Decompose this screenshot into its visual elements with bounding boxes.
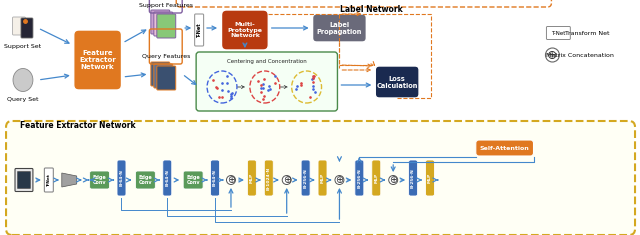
- Text: Edge
Conv: Edge Conv: [186, 175, 200, 185]
- FancyBboxPatch shape: [547, 27, 570, 39]
- FancyBboxPatch shape: [221, 10, 268, 50]
- FancyBboxPatch shape: [476, 140, 534, 156]
- FancyBboxPatch shape: [15, 168, 33, 192]
- Polygon shape: [62, 173, 77, 187]
- Circle shape: [545, 48, 559, 62]
- FancyBboxPatch shape: [408, 160, 417, 196]
- Text: ⊕: ⊕: [547, 48, 557, 62]
- FancyBboxPatch shape: [154, 12, 173, 36]
- Text: Edge
Conv: Edge Conv: [138, 175, 152, 185]
- Text: MLP: MLP: [428, 173, 432, 183]
- FancyBboxPatch shape: [157, 66, 176, 90]
- FancyBboxPatch shape: [163, 160, 172, 196]
- Text: ⊕: ⊕: [283, 175, 291, 185]
- Text: T-Net: T-Net: [196, 23, 202, 37]
- FancyBboxPatch shape: [248, 160, 257, 196]
- Text: Feature Extractor Network: Feature Extractor Network: [20, 121, 136, 130]
- FancyBboxPatch shape: [6, 121, 635, 235]
- FancyBboxPatch shape: [17, 172, 31, 188]
- Circle shape: [335, 176, 344, 184]
- Text: MLP: MLP: [321, 173, 324, 183]
- FancyBboxPatch shape: [301, 160, 310, 196]
- Text: Support Features: Support Features: [140, 3, 193, 8]
- FancyBboxPatch shape: [355, 160, 364, 196]
- Text: Multi-
Prototype
Network: Multi- Prototype Network: [227, 22, 262, 38]
- Text: Label
Propagation: Label Propagation: [317, 21, 362, 35]
- FancyBboxPatch shape: [211, 160, 220, 196]
- Text: MLP: MLP: [374, 173, 378, 183]
- Text: Self-Attention: Self-Attention: [480, 145, 529, 150]
- FancyBboxPatch shape: [183, 171, 203, 189]
- FancyBboxPatch shape: [312, 14, 366, 42]
- FancyBboxPatch shape: [426, 160, 435, 196]
- Text: Centering and Concentration: Centering and Concentration: [227, 59, 307, 63]
- Text: B-256-N: B-256-N: [303, 168, 308, 188]
- Text: B-256-N: B-256-N: [357, 168, 362, 188]
- FancyBboxPatch shape: [196, 52, 337, 111]
- FancyBboxPatch shape: [375, 66, 419, 98]
- FancyBboxPatch shape: [44, 168, 53, 192]
- FancyBboxPatch shape: [74, 30, 122, 90]
- Text: Feature
Extractor
Network: Feature Extractor Network: [79, 50, 116, 70]
- FancyBboxPatch shape: [372, 160, 381, 196]
- FancyBboxPatch shape: [195, 14, 204, 46]
- Text: ⊕: ⊕: [389, 175, 397, 185]
- FancyBboxPatch shape: [13, 17, 26, 35]
- Text: ⊕: ⊕: [227, 175, 235, 185]
- Circle shape: [388, 176, 397, 184]
- Text: Query Features: Query Features: [142, 54, 191, 59]
- Text: B-1024-N: B-1024-N: [267, 166, 271, 190]
- FancyBboxPatch shape: [264, 160, 273, 196]
- Ellipse shape: [13, 68, 33, 91]
- Text: Support Set: Support Set: [4, 43, 42, 48]
- FancyBboxPatch shape: [157, 14, 176, 38]
- FancyBboxPatch shape: [154, 64, 173, 88]
- Text: Label Network: Label Network: [340, 4, 403, 13]
- Text: ⊕: ⊕: [335, 175, 344, 185]
- Circle shape: [282, 176, 291, 184]
- FancyBboxPatch shape: [136, 171, 156, 189]
- Text: Matrix Concatenation: Matrix Concatenation: [547, 52, 614, 58]
- Text: B-64-N: B-64-N: [120, 170, 124, 186]
- FancyBboxPatch shape: [318, 160, 327, 196]
- FancyBboxPatch shape: [151, 10, 170, 34]
- Text: Edge
Conv: Edge Conv: [93, 175, 106, 185]
- FancyBboxPatch shape: [151, 62, 170, 86]
- Text: B-64-N: B-64-N: [165, 170, 169, 186]
- Text: Loss
Calculation: Loss Calculation: [376, 75, 418, 89]
- Text: T-Net: T-Net: [551, 31, 566, 35]
- FancyBboxPatch shape: [90, 171, 109, 189]
- Text: B-64-N: B-64-N: [213, 170, 217, 186]
- FancyBboxPatch shape: [117, 160, 126, 196]
- FancyBboxPatch shape: [21, 18, 33, 38]
- Circle shape: [227, 176, 236, 184]
- Text: Transform Net: Transform Net: [565, 31, 609, 35]
- Text: B-256-N: B-256-N: [411, 168, 415, 188]
- Text: MLP: MLP: [250, 173, 254, 183]
- Text: T-Net: T-Net: [47, 174, 51, 186]
- Text: Query Set: Query Set: [7, 97, 38, 102]
